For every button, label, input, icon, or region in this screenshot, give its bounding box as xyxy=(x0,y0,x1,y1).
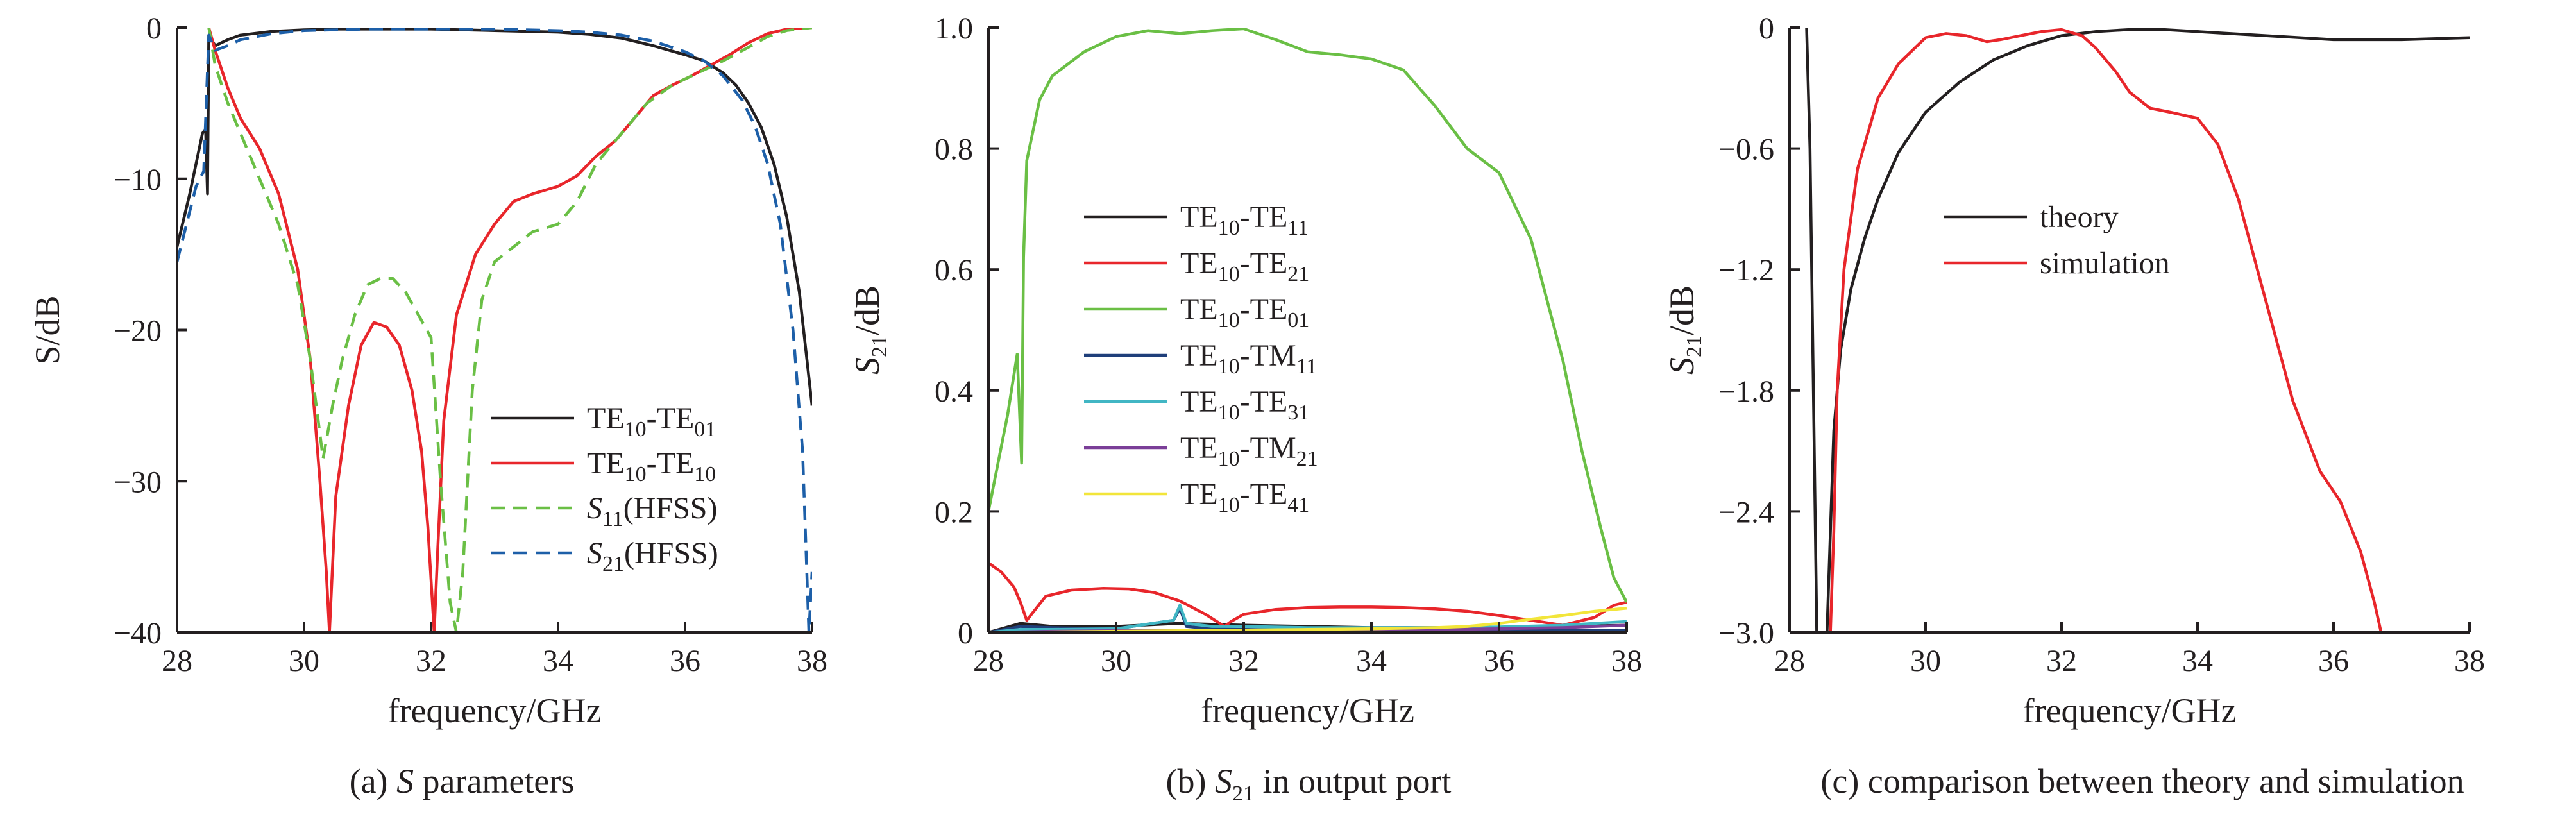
y-tick-label: −30 xyxy=(114,465,162,499)
legend-label: TE10-TE01 xyxy=(1180,292,1309,332)
y-tick-label: 0 xyxy=(1759,12,1774,46)
x-axis-label: frequency/GHz xyxy=(1201,691,1414,730)
x-tick-label: 28 xyxy=(1774,644,1805,678)
legend: theory simulation xyxy=(1944,200,2170,280)
chart-panel-c: 28 30 32 34 36 38 0 −0.6 −1.2 −1.8 −2.4 −3.0 frequen… xyxy=(1663,12,2485,800)
x-tick-label: 34 xyxy=(543,644,573,678)
y-axis-label: S21/dB xyxy=(1663,285,1706,375)
y-tick-label: −1.8 xyxy=(1718,375,1774,409)
y-tick-label: 0.8 xyxy=(935,133,973,167)
legend-label: theory xyxy=(2040,200,2119,234)
series-group xyxy=(988,28,1627,632)
series-group xyxy=(177,28,812,632)
legend-label: TE10-TE21 xyxy=(1180,246,1309,286)
y-tick-label: 0.4 xyxy=(935,375,973,409)
panel-caption: (c) comparison between theory and simula… xyxy=(1820,762,2464,800)
x-tick-label: 34 xyxy=(1356,644,1387,678)
y-tick-label: 0 xyxy=(146,12,162,46)
x-tick-label: 34 xyxy=(2182,644,2213,678)
legend: TE10-TE11 TE10-TE21 TE10-TE01 TE10-TM11 TE10… xyxy=(1084,200,1318,517)
legend-label: simulation xyxy=(2040,246,2170,280)
x-tick-label: 28 xyxy=(973,644,1004,678)
legend-label: TE10-TE41 xyxy=(1180,477,1309,517)
x-axis-label: frequency/GHz xyxy=(388,691,602,730)
y-tick-label: −1.2 xyxy=(1718,253,1774,287)
series-line-theory xyxy=(1805,28,2470,632)
legend-label: TE10-TE01 xyxy=(587,402,716,441)
series-line-te10-te31 xyxy=(988,604,1627,632)
series-line-te10-te21 xyxy=(988,561,1627,628)
x-tick-label: 30 xyxy=(289,644,319,678)
y-tick-label: −10 xyxy=(114,163,162,197)
y-tick-label: −2.4 xyxy=(1718,495,1774,529)
chart-panel-b: 28 30 32 34 36 38 0 0.2 0.4 0.6 0.8 1.0 frequency/GH… xyxy=(848,12,1642,806)
series-line-te10-te41 xyxy=(988,607,1627,632)
panel-caption: (b) S21 in output port xyxy=(1166,762,1452,806)
series-line-s21-hfss- xyxy=(177,28,812,632)
y-tick-label: −3.0 xyxy=(1718,616,1774,650)
legend-label: S21(HFSS) xyxy=(587,536,718,576)
series-line-te10-te01 xyxy=(988,28,1627,603)
series-line-simulation xyxy=(1829,28,2383,632)
legend: TE10-TE01 TE10-TE10 S11(HFSS) S21(HFSS) xyxy=(491,402,718,576)
x-tick-label: 32 xyxy=(1228,644,1259,678)
legend-label: S11(HFSS) xyxy=(587,491,717,531)
y-tick-label: 0.6 xyxy=(935,253,973,287)
x-tick-label: 38 xyxy=(797,644,827,678)
x-axis-label: frequency/GHz xyxy=(2023,691,2237,730)
x-tick-label: 36 xyxy=(2318,644,2349,678)
series-line-te10-te10 xyxy=(207,28,812,632)
series-line-te10-te01 xyxy=(177,28,812,406)
x-tick-label: 36 xyxy=(1484,644,1514,678)
y-tick-label: −0.6 xyxy=(1718,133,1774,167)
x-tick-label: 32 xyxy=(416,644,446,678)
y-tick-label: 1.0 xyxy=(935,12,973,46)
chart-panel-a: 28 30 32 34 36 38 0 −10 −20 −30 −40 frequency/GHz S/… xyxy=(28,12,827,800)
series-group xyxy=(1805,28,2470,632)
x-tick-label: 32 xyxy=(2046,644,2077,678)
legend-label: TE10-TE11 xyxy=(1180,200,1309,240)
x-tick-label: 28 xyxy=(162,644,192,678)
y-tick-label: −40 xyxy=(114,616,162,650)
y-axis-label: S21/dB xyxy=(848,285,892,375)
y-tick-label: −20 xyxy=(114,314,162,348)
legend-label: TE10-TE10 xyxy=(587,446,716,486)
y-tick-label: 0.2 xyxy=(935,495,973,529)
legend-label: TE10-TM21 xyxy=(1180,431,1318,471)
legend-label: TE10-TE31 xyxy=(1180,385,1309,425)
x-tick-label: 30 xyxy=(1910,644,1941,678)
x-tick-label: 38 xyxy=(2454,644,2485,678)
x-tick-label: 30 xyxy=(1101,644,1131,678)
panel-caption: (a) S parameters xyxy=(350,762,575,800)
y-axis-label: S/dB xyxy=(28,295,67,364)
y-tick-label: 0 xyxy=(958,616,973,650)
legend-label: TE10-TM11 xyxy=(1180,339,1317,378)
x-tick-label: 38 xyxy=(1611,644,1642,678)
x-tick-label: 36 xyxy=(670,644,700,678)
series-line-s11-hfss- xyxy=(207,28,812,632)
